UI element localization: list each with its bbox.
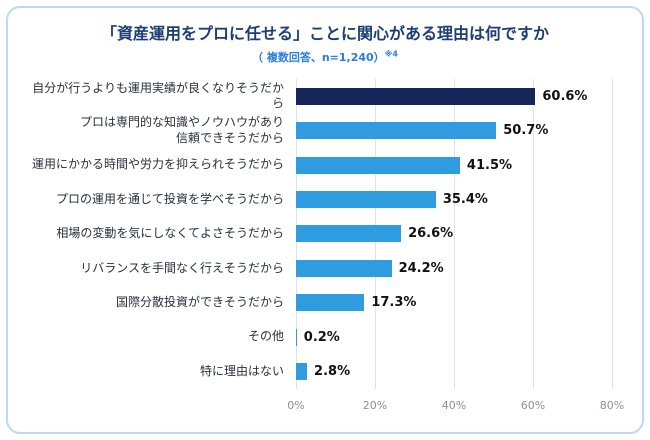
bar: [296, 191, 436, 209]
value-label: 17.3%: [371, 295, 417, 311]
bar-track: 41.5%: [296, 148, 612, 182]
category-label: その他: [247, 329, 284, 344]
chart-row: プロの運用を通じて投資を学べそうだから 35.4%: [26, 182, 612, 216]
bar: [296, 87, 536, 105]
bar: [296, 225, 402, 243]
bar: [296, 328, 297, 346]
value-label: 60.6%: [542, 88, 588, 104]
category-label: リバランスを手間なく行えそうだから: [80, 260, 284, 275]
bar-track: 60.6%: [296, 79, 612, 113]
value-label: 0.2%: [303, 329, 340, 345]
x-axis-tick: 80%: [599, 399, 625, 412]
category-label: プロは専門的な知識やノウハウがあり 信頼できそうだから: [79, 115, 284, 145]
bar-track: 24.2%: [296, 251, 612, 285]
chart-row: プロは専門的な知識やノウハウがあり 信頼できそうだから 50.7%: [26, 113, 612, 147]
chart-row: 自分が行うよりも運用実績が良くなりそうだから 60.6%: [26, 79, 612, 113]
value-label: 35.4%: [442, 192, 488, 208]
category-label: 特に理由はない: [199, 363, 284, 378]
chart-subtitle: （ 複数回答、n=1,240）※4: [26, 49, 624, 65]
bar-track: 50.7%: [296, 113, 612, 147]
chart-row: 国際分散投資ができそうだから 17.3%: [26, 286, 612, 320]
bar: [296, 363, 308, 381]
value-label: 24.2%: [398, 260, 444, 276]
gridline: [454, 79, 455, 389]
category-label: 自分が行うよりも運用実績が良くなりそうだから: [32, 80, 284, 111]
category-label: 運用にかかる時間や労力を抑えられそうだから: [31, 157, 284, 172]
bar-track: 17.3%: [296, 286, 612, 320]
chart-row: 運用にかかる時間や労力を抑えられそうだから 41.5%: [26, 148, 612, 182]
category-label: 国際分散投資ができそうだから: [115, 295, 284, 310]
rows: 自分が行うよりも運用実績が良くなりそうだから 60.6% プロは専門的な知識やノウハ…: [26, 79, 612, 389]
bar-track: 2.8%: [296, 355, 612, 389]
value-label: 41.5%: [466, 157, 513, 173]
x-axis: 0% 20% 40% 60% 80%: [287, 393, 624, 415]
bar: [296, 294, 365, 312]
gridline: [612, 79, 613, 389]
x-axis-tick: 60%: [520, 399, 546, 412]
x-axis-tick: 40%: [441, 399, 467, 412]
value-label: 2.8%: [314, 364, 351, 380]
bar: [296, 259, 392, 277]
bar: [296, 156, 460, 174]
bar: [296, 122, 497, 140]
category-label: 相場の変動を気にしなくてよさそうだから: [56, 226, 284, 241]
chart-subtitle-note: ※4: [384, 49, 398, 59]
chart-subtitle-text: （ 複数回答、n=1,240）: [251, 51, 385, 64]
chart-row: 特に理由はない 2.8%: [26, 355, 612, 389]
value-label: 50.7%: [503, 123, 549, 139]
bar-track: 0.2%: [296, 320, 612, 354]
category-label: プロの運用を通じて投資を学べそうだから: [55, 191, 284, 206]
chart-row: その他 0.2%: [26, 320, 612, 354]
gridline: [533, 79, 534, 389]
x-axis-tick: 20%: [362, 399, 388, 412]
bar-chart: 自分が行うよりも運用実績が良くなりそうだから 60.6% プロは専門的な知識やノウハ…: [26, 79, 624, 415]
value-label: 26.6%: [408, 226, 454, 242]
bar-track: 26.6%: [296, 217, 612, 251]
chart-card: 「資産運用をプロに任せる」ことに関心がある理由は何ですか （ 複数回答、n=1,…: [6, 6, 644, 434]
chart-title: 「資産運用をプロに任せる」ことに関心がある理由は何ですか: [100, 24, 549, 43]
chart-row: 相場の変動を気にしなくてよさそうだから 26.6%: [26, 217, 612, 251]
x-axis-tick: 0%: [287, 399, 305, 412]
chart-row: リバランスを手間なく行えそうだから 24.2%: [26, 251, 612, 285]
bar-track: 35.4%: [296, 182, 612, 216]
